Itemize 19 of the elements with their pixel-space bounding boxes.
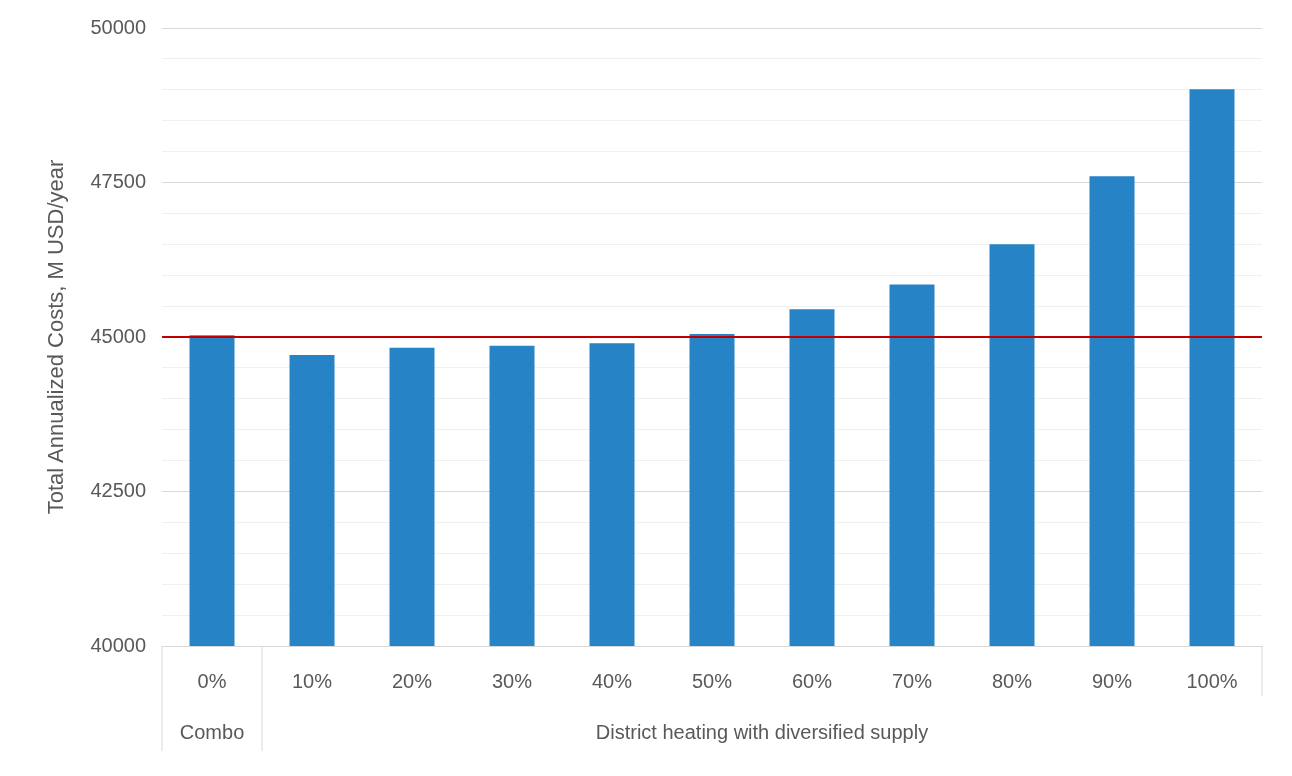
x-tick-label: 70% — [891, 669, 933, 692]
x-tick-label: 80% — [991, 669, 1033, 692]
y-tick-label: 40000 — [90, 633, 147, 656]
y-tick-label: 42500 — [90, 479, 147, 502]
x-tick-label: 40% — [591, 669, 633, 692]
y-tick-label: 50000 — [90, 15, 147, 38]
text: District heating with diversified supply — [595, 720, 929, 743]
text: Combo — [179, 720, 245, 743]
y-axis-title: Total Annualized Costs, M USD/year — [43, 159, 69, 515]
x-tick-label: 10% — [292, 669, 333, 692]
x-tick-label: 20% — [392, 669, 433, 692]
x-tick-label: 100% — [1186, 669, 1238, 692]
x-tick-label: 60% — [791, 669, 833, 692]
x-tick-label: 90% — [1091, 669, 1133, 692]
y-tick-label: 45000 — [90, 324, 147, 347]
y-tick-label: 47500 — [90, 170, 147, 193]
x-tick-label: 0% — [197, 669, 227, 692]
x-tick-label: 30% — [491, 669, 533, 692]
x-tick-label: 50% — [691, 669, 733, 692]
